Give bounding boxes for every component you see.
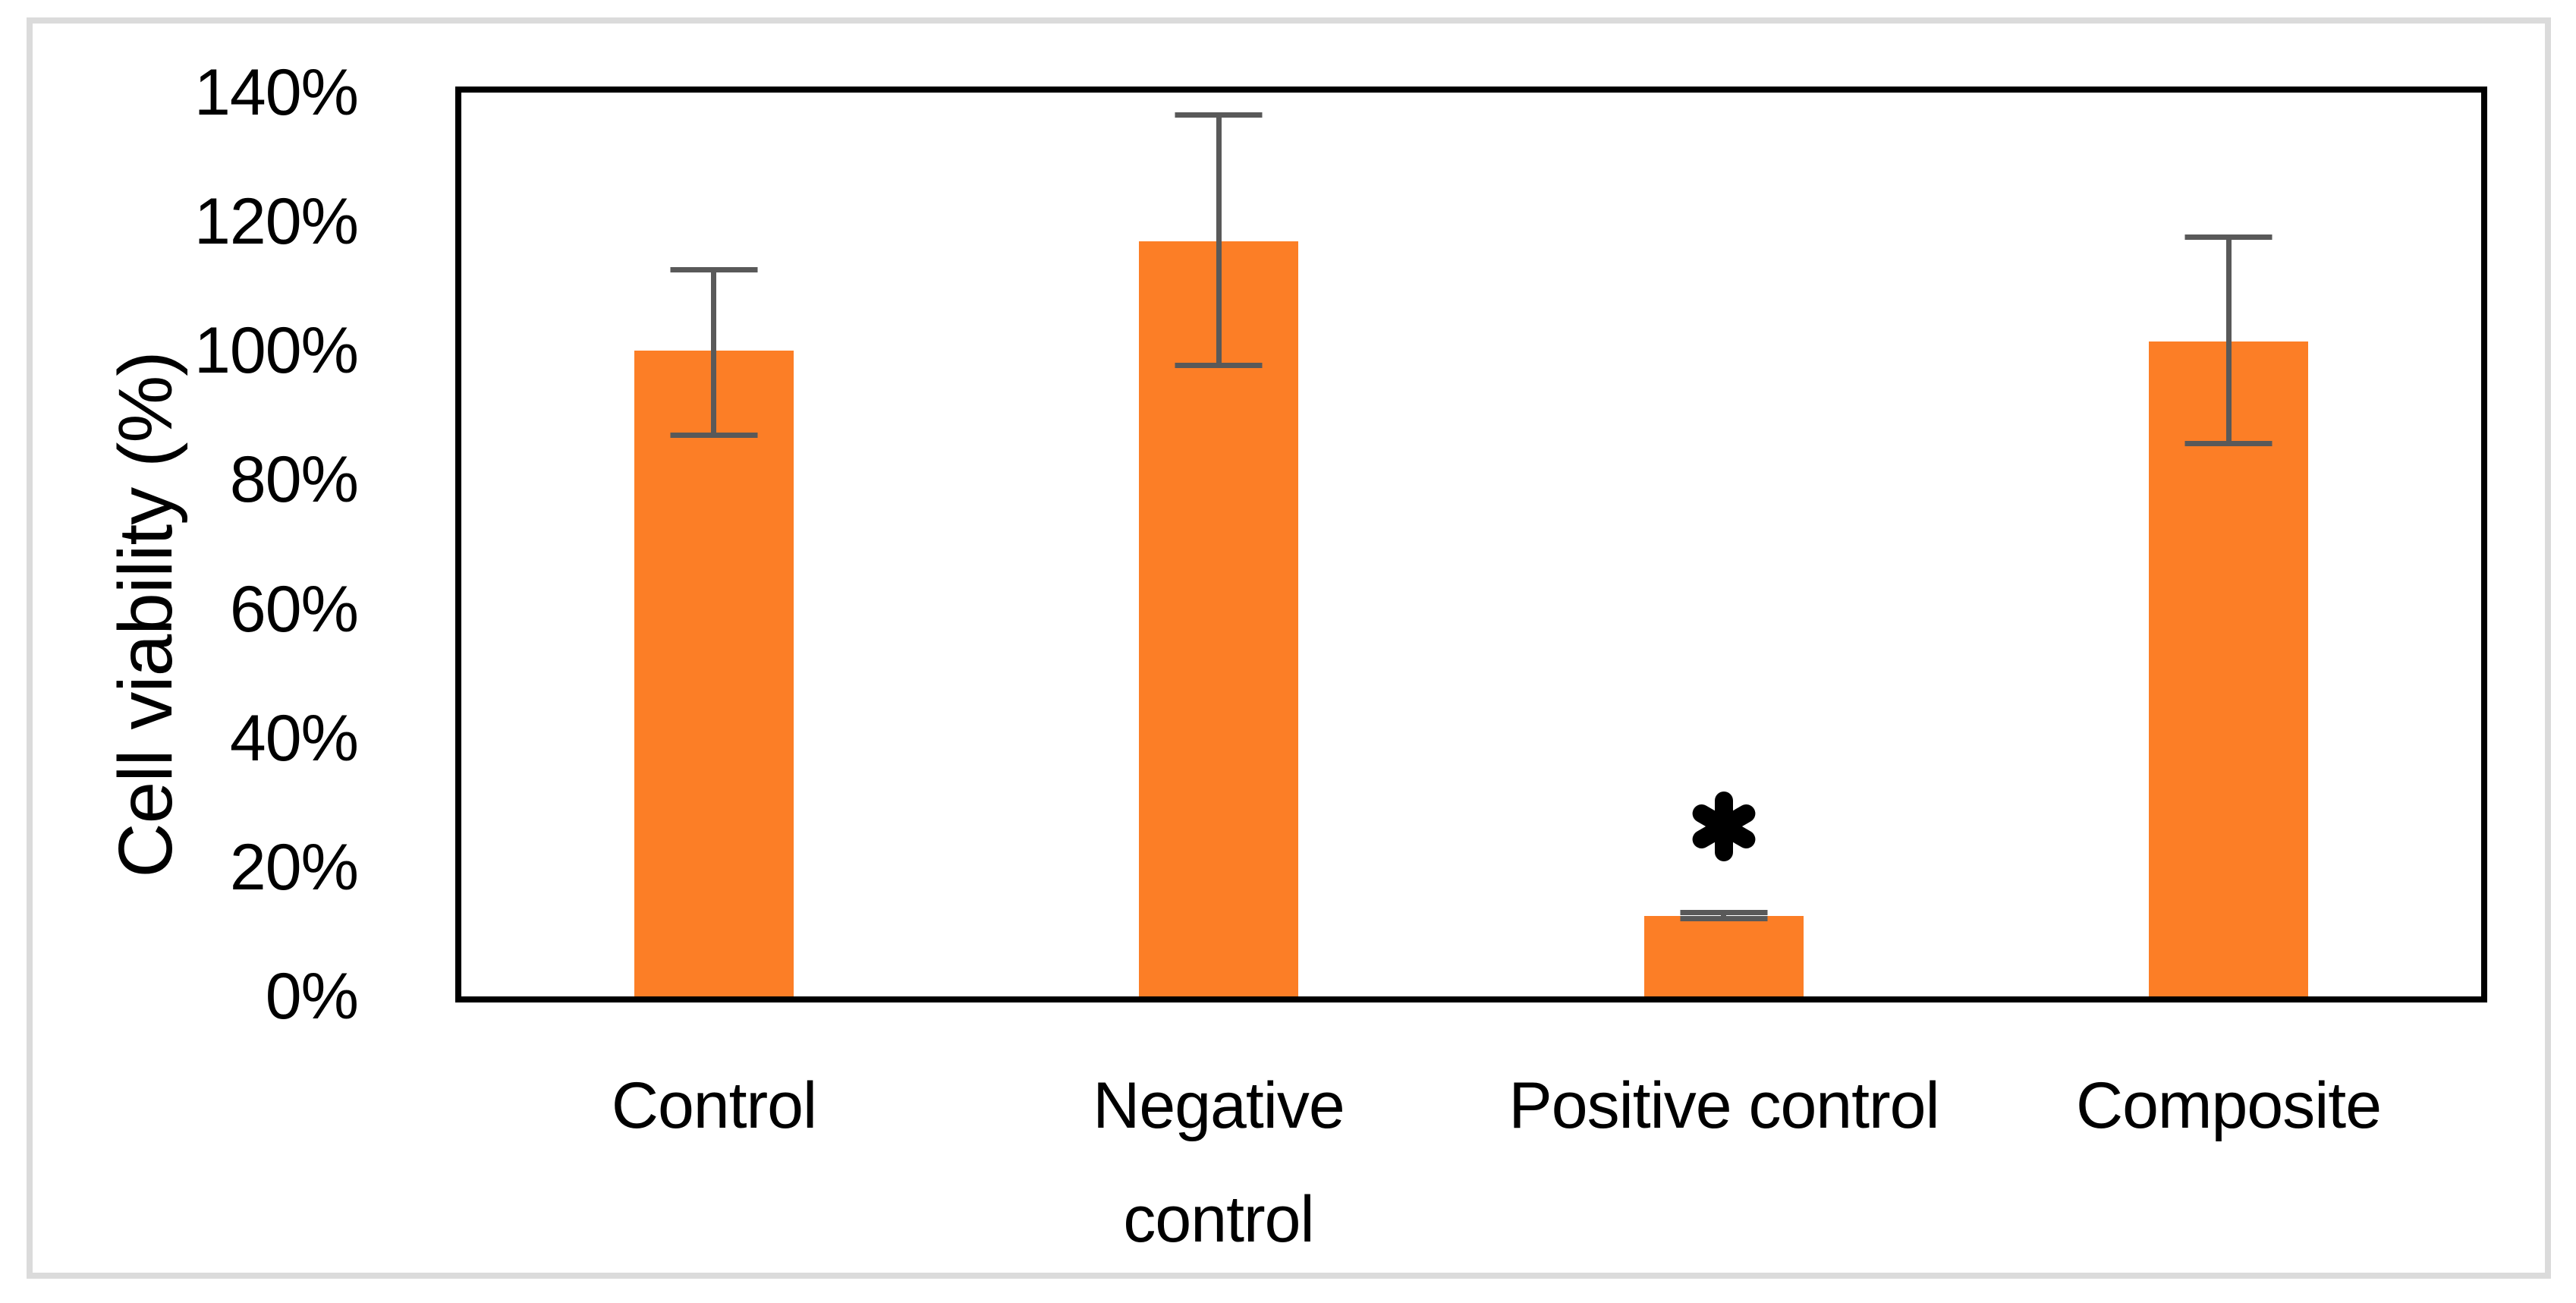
error-bar bbox=[2184, 234, 2272, 447]
error-bar-top-cap bbox=[1175, 112, 1263, 118]
y-axis-tick-label: 20% bbox=[229, 830, 359, 904]
bar-composite bbox=[2149, 341, 2309, 996]
error-bar-bottom-cap bbox=[1680, 916, 1768, 922]
error-bar-bottom-cap bbox=[1175, 363, 1263, 369]
error-bar bbox=[1175, 112, 1263, 369]
y-axis-tick-label: 0% bbox=[265, 960, 359, 1033]
x-axis-category-label: Positive control bbox=[1508, 1069, 1939, 1142]
error-bar-bottom-cap bbox=[670, 433, 758, 439]
error-bar bbox=[1680, 910, 1768, 922]
error-bar-top-cap bbox=[2184, 234, 2272, 241]
error-bar-bottom-cap bbox=[2184, 441, 2272, 447]
bar-group-composite bbox=[1977, 93, 2482, 996]
y-axis-tick-label: 100% bbox=[194, 314, 359, 388]
bar-group-positive-control bbox=[1471, 93, 1977, 996]
x-axis-category-label: Composite bbox=[2075, 1069, 2382, 1142]
error-bar-line bbox=[2225, 234, 2232, 447]
y-axis-tick-label: 140% bbox=[194, 56, 359, 129]
x-axis-category-label: Negative control bbox=[1093, 1069, 1345, 1256]
bar-control bbox=[634, 351, 794, 996]
error-bar bbox=[670, 266, 758, 439]
error-bar-line bbox=[1216, 112, 1222, 369]
y-axis-tick-label: 80% bbox=[229, 443, 359, 517]
plot-inner bbox=[461, 93, 2481, 996]
bar-group-negative-control bbox=[967, 93, 1472, 996]
bar-positive-control bbox=[1643, 915, 1804, 996]
y-axis-tick-label: 60% bbox=[229, 572, 359, 646]
x-axis-category-label: Control bbox=[611, 1069, 817, 1142]
plot-area bbox=[455, 87, 2487, 1002]
error-bar-top-cap bbox=[1680, 910, 1768, 915]
error-bar-line bbox=[711, 266, 717, 439]
bar-group-control bbox=[461, 93, 967, 996]
significance-asterisk bbox=[1692, 792, 1756, 861]
error-bar-line bbox=[1721, 910, 1727, 922]
y-axis-tick-label: 120% bbox=[194, 185, 359, 259]
error-bar-top-cap bbox=[670, 266, 758, 272]
y-axis-tick-label: 40% bbox=[229, 701, 359, 775]
